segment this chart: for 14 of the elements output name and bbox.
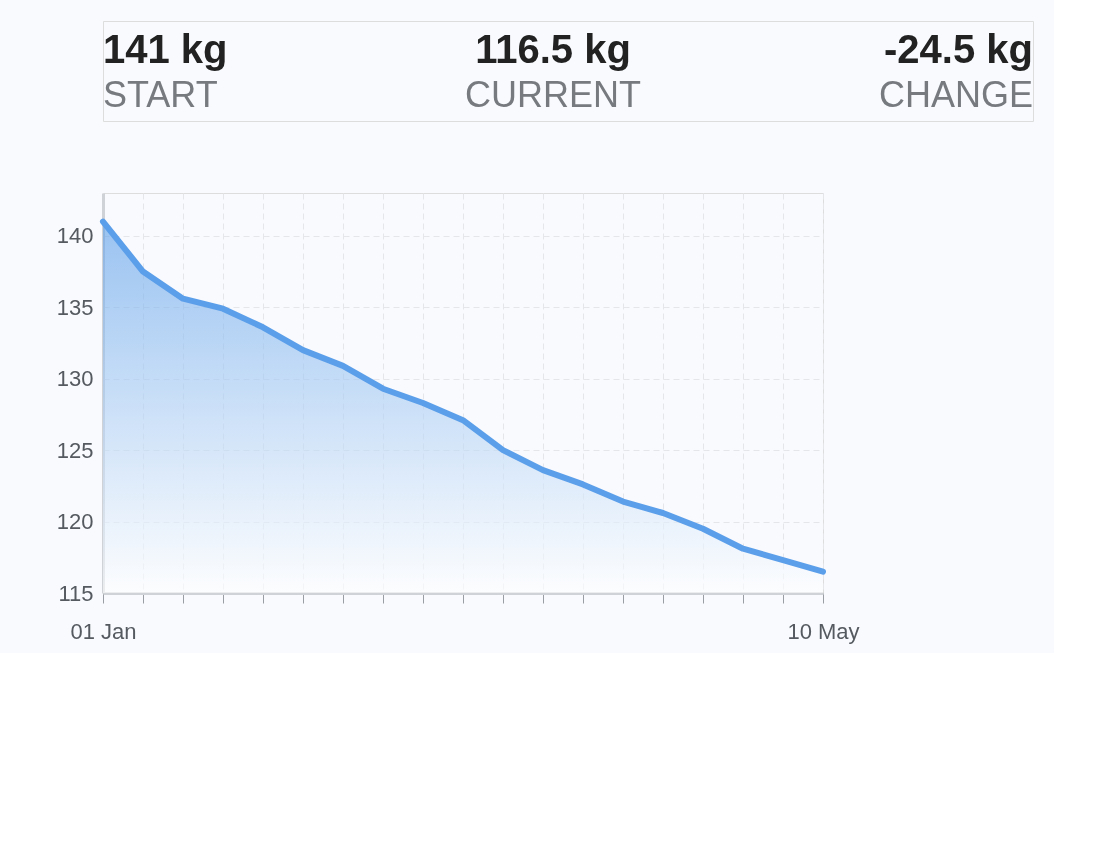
y-tick-label: 120	[56, 509, 94, 535]
text: CHANGE	[878, 74, 1033, 115]
text: 116.5 kg	[475, 27, 631, 71]
text: -24.5 kg	[884, 27, 1033, 71]
y-tick-label: 140	[56, 223, 94, 249]
y-tick-label: 115	[58, 580, 94, 606]
x-tick-label: 10 May	[787, 618, 860, 644]
y-tick-label: 125	[56, 437, 94, 463]
text: 141 kg	[103, 27, 228, 71]
y-tick-label: 130	[56, 366, 94, 392]
text: START	[103, 74, 218, 115]
y-tick-label: 135	[56, 294, 94, 320]
x-tick-label: 01 Jan	[70, 618, 137, 644]
text: CURRENT	[465, 74, 641, 115]
